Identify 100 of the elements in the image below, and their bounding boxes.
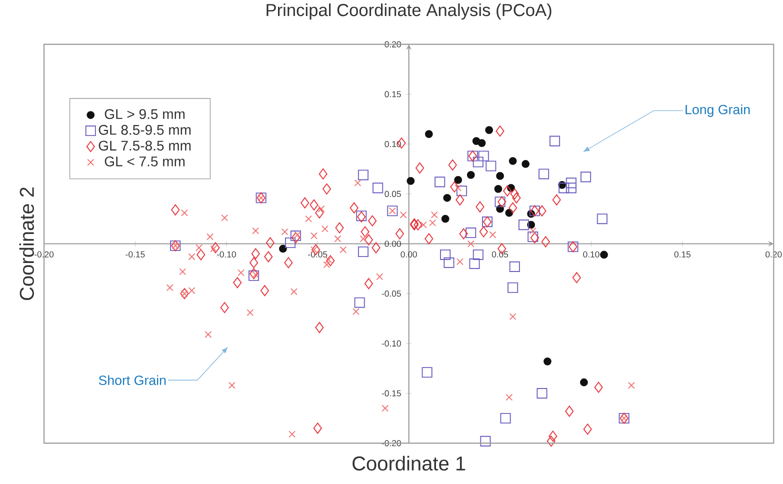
point: [566, 178, 576, 188]
point: [252, 227, 260, 234]
point: [486, 160, 496, 172]
point: [372, 182, 384, 194]
legend-label: GL 8.5-9.5 mm: [98, 124, 191, 135]
point: [529, 227, 536, 234]
legend-label: GL < 7.5 mm: [104, 156, 185, 166]
point: [294, 231, 302, 238]
x-tick-label: -0.05: [308, 251, 328, 258]
point: [549, 136, 560, 146]
point: [500, 412, 511, 424]
point: [536, 388, 548, 398]
point: [538, 168, 550, 180]
point: [528, 231, 538, 242]
x-tick-label: -0.20: [34, 251, 54, 258]
chart-title: Principal Coordinate Analysis (PCoA): [266, 3, 552, 20]
point: [166, 284, 174, 292]
point: [180, 290, 188, 298]
point: [281, 228, 288, 236]
point: [467, 240, 474, 248]
point: [228, 382, 236, 389]
point: [382, 404, 389, 412]
y-tick-label: -0.10: [382, 340, 401, 346]
point: [204, 330, 212, 338]
point: [188, 287, 196, 294]
point: [238, 269, 245, 276]
point: [580, 378, 588, 386]
point: [558, 182, 570, 194]
point: [469, 258, 480, 269]
x-tick-label: -0.15: [126, 251, 145, 258]
point: [440, 249, 451, 260]
point: [358, 170, 369, 180]
point: [406, 176, 415, 185]
y-tick-label: -0.15: [382, 390, 401, 396]
point: [478, 139, 486, 147]
point: [508, 282, 518, 293]
x-tick-label: 0.10: [583, 251, 600, 258]
point: [478, 150, 489, 162]
point: [334, 235, 342, 242]
x-tick-label: -0.10: [216, 251, 236, 258]
point: [221, 214, 228, 222]
point: [600, 250, 608, 259]
annotation: Short Grain: [98, 375, 166, 385]
point: [429, 219, 436, 226]
point: [508, 156, 517, 165]
point: [424, 130, 433, 138]
point: [358, 246, 369, 257]
point: [566, 182, 576, 194]
point: [494, 184, 502, 193]
point: [580, 172, 592, 182]
point: [466, 227, 476, 238]
point: [376, 273, 384, 280]
point: [288, 430, 296, 438]
point: [522, 160, 530, 168]
y-tick-label: 0.05: [384, 190, 401, 197]
point: [544, 357, 552, 366]
y-tick-label: 0.15: [384, 91, 401, 98]
x-tick-label: 0.15: [674, 251, 691, 258]
legend-label: GL 7.5-8.5 mm: [98, 140, 191, 151]
point: [188, 253, 196, 260]
point: [509, 261, 520, 272]
point: [509, 312, 516, 320]
point: [321, 225, 328, 232]
point: [400, 211, 407, 218]
y-axis-title: Coordinate 2: [19, 187, 34, 300]
y-tick-label: -0.05: [382, 290, 401, 297]
point: [290, 288, 298, 296]
annotation: Long Grain: [686, 104, 750, 117]
y-tick-label: 0.00: [384, 240, 401, 247]
point: [494, 196, 506, 208]
point: [179, 268, 186, 276]
point: [518, 219, 530, 230]
x-tick-label: 0.00: [400, 251, 417, 258]
point: [480, 436, 491, 446]
point: [430, 211, 438, 218]
point: [454, 176, 462, 184]
legend-label: GL > 9.5 mm: [104, 109, 185, 119]
point: [290, 230, 302, 241]
point: [596, 213, 608, 224]
point: [252, 271, 260, 278]
point: [489, 231, 496, 238]
point: [325, 256, 332, 264]
point: [196, 244, 203, 252]
point: [485, 126, 494, 134]
point: [434, 176, 446, 188]
x-axis-title: Coordinate 1: [352, 456, 466, 470]
point: [354, 297, 365, 308]
point: [496, 172, 504, 180]
point: [310, 232, 318, 240]
point: [472, 156, 484, 168]
point: [206, 233, 214, 240]
point: [506, 394, 513, 401]
point: [443, 194, 452, 202]
point: [305, 215, 312, 222]
point: [352, 308, 360, 315]
point: [180, 209, 188, 216]
point: [628, 382, 635, 389]
point: [354, 179, 362, 186]
x-tick-label: 0.05: [492, 251, 508, 258]
point: [456, 258, 464, 266]
